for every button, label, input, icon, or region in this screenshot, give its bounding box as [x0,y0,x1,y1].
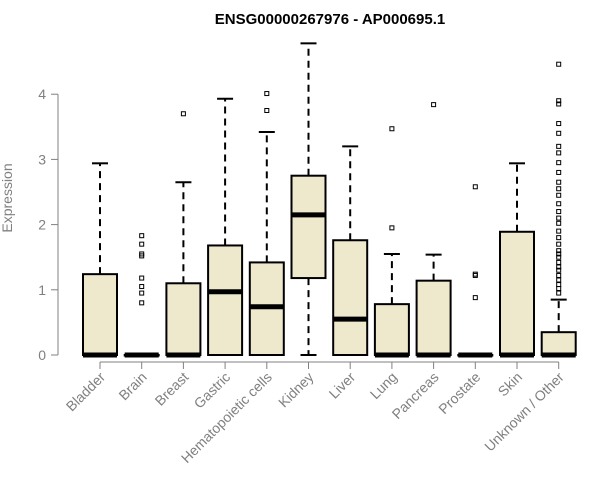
outlier-point [431,102,437,108]
y-tick-label: 3 [38,151,46,167]
outlier-point [264,91,270,97]
box-skin [499,162,535,358]
box-breast [165,111,202,358]
box-liver [332,145,369,356]
iqr-box [499,230,535,356]
box-prostate [457,184,494,358]
outlier-point [180,111,186,117]
outlier-point [556,201,562,207]
x-tick-label: Breast [152,369,192,409]
chart-title: ENSG00000267976 - AP000695.1 [215,11,445,28]
outlier-point [556,267,562,273]
x-tick-label: Skin [495,369,526,400]
outlier-point [389,126,395,132]
x-tick-label: Unknown / Other [481,369,567,455]
iqr-box [373,303,410,357]
outlier-point [139,300,145,306]
outlier-point [556,130,562,136]
outlier-point [556,282,562,288]
y-tick-label: 4 [38,86,46,102]
outlier-point [556,254,562,260]
outlier-point [556,220,562,226]
outlier-point [556,259,562,265]
outlier-point [389,225,395,231]
outlier-point [556,150,562,156]
outlier-point [139,284,145,290]
box-hematopoietic-cells [248,91,285,356]
iqr-box [332,239,369,356]
outlier-point [556,264,562,270]
outlier-point [556,235,562,241]
x-tick-label: Brain [115,369,149,403]
outlier-point [264,108,270,113]
iqr-box [207,244,244,357]
box-kidney [290,42,327,356]
box-unknown-other [540,61,577,358]
box-pancreas [415,102,452,358]
outlier-point [556,186,562,192]
outlier-point [556,241,562,247]
outlier-point [556,215,562,221]
iqr-box [290,174,327,280]
y-axis: 0 1 2 3 4 [38,86,59,363]
outlier-point [139,241,145,247]
outlier-point [556,143,562,149]
box-bladder [82,162,118,358]
box-brain [123,233,160,358]
outlier-point [556,277,562,283]
x-tick-label: Bladder [63,369,109,415]
outlier-point [556,272,562,278]
outlier-point [556,98,562,104]
outlier-point [139,275,145,281]
boxes-layer [82,42,577,358]
outlier-point [139,233,145,239]
x-tick-label: Prostate [435,369,483,417]
outlier-point [472,295,478,301]
outlier-point [556,251,562,257]
outlier-point [472,272,478,278]
x-tick-label: Kidney [275,369,317,411]
outlier-point [556,121,562,127]
iqr-box [165,282,202,356]
iqr-box [540,331,577,356]
x-tick-label: Liver [326,369,359,402]
outlier-point [556,179,562,185]
outlier-point [139,251,145,257]
outlier-point [472,271,478,277]
outlier-point [556,61,562,67]
box-gastric [207,97,244,357]
outlier-point [556,209,562,215]
box-lung [373,126,410,358]
iqr-box [415,279,452,356]
outlier-point [556,101,562,107]
outlier-point [556,160,562,166]
outlier-point [472,184,478,190]
x-tick-label: Lung [367,369,400,402]
outlier-point [556,248,562,254]
y-tick-label: 2 [38,217,46,233]
y-tick-label: 0 [38,347,46,363]
outlier-point [556,285,562,291]
outlier-point [556,192,562,198]
outlier-point [139,290,145,296]
y-tick-label: 1 [38,282,46,298]
outlier-point [556,290,562,296]
y-axis-label: Expression [0,163,15,232]
outlier-point [556,228,562,234]
iqr-box [82,273,118,357]
outlier-point [556,169,562,175]
